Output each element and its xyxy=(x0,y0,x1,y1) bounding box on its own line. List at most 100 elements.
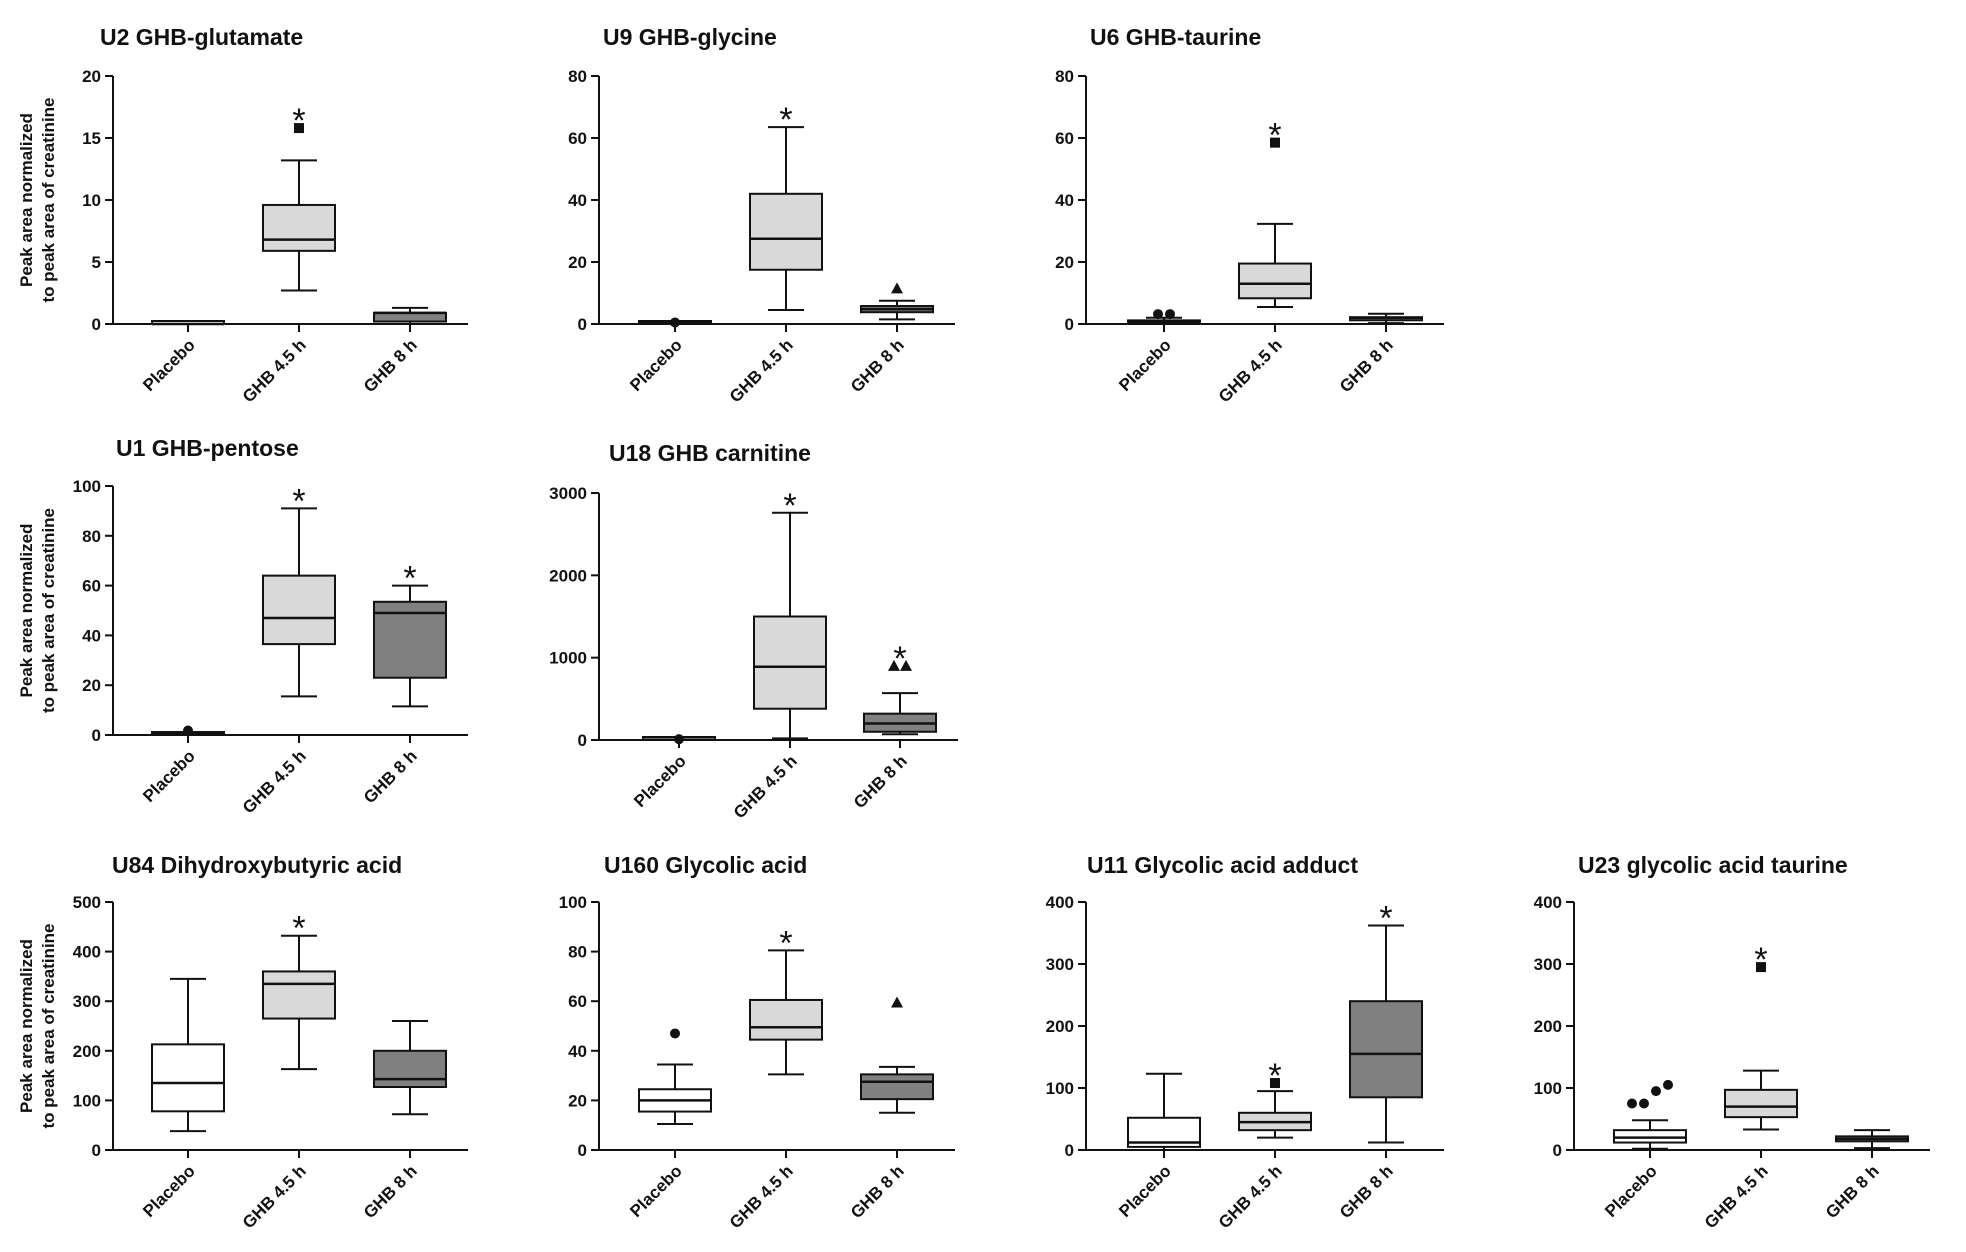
y-tick-label: 0 xyxy=(1553,1141,1562,1160)
panel-title: U84 Dihydroxybutyric acid xyxy=(112,852,402,878)
y-tick-label: 400 xyxy=(1046,893,1074,912)
x-category-label: GHB 4.5 h xyxy=(1701,1161,1772,1232)
panel-title: U9 GHB-glycine xyxy=(603,24,777,50)
x-category-label: GHB 4.5 h xyxy=(730,751,801,822)
x-category-label: GHB 4.5 h xyxy=(239,746,310,817)
outlier-point xyxy=(1153,309,1163,320)
x-category-label: GHB 4.5 h xyxy=(239,1161,310,1232)
panel-title: U160 Glycolic acid xyxy=(604,852,807,878)
y-tick-label: 100 xyxy=(73,1091,101,1110)
x-category-label: Placebo xyxy=(626,1161,686,1221)
panel-title: U2 GHB-glutamate xyxy=(100,24,303,50)
chart-panel: U9 GHB-glycine 0 20 40 60 80 Placebo GHB 4.5 h *… xyxy=(568,24,955,406)
significance-star: * xyxy=(292,102,305,140)
outlier-point xyxy=(1756,962,1766,973)
outlier-point xyxy=(1639,1098,1649,1109)
y-tick-label: 60 xyxy=(82,577,101,596)
x-category-label: GHB 4.5 h xyxy=(726,335,797,406)
y-tick-label: 200 xyxy=(73,1042,101,1061)
box-iqr xyxy=(860,1073,934,1101)
y-tick-label: 2000 xyxy=(549,566,587,585)
y-tick-label: 60 xyxy=(568,129,587,148)
x-category-label: GHB 4.5 h xyxy=(239,335,310,406)
chart-panel: U11 Glycolic acid adduct 0 100 200 300 400 Pla… xyxy=(1046,852,1444,1232)
box-iqr xyxy=(753,615,827,710)
outlier-point xyxy=(1270,137,1280,148)
x-category-label: Placebo xyxy=(139,335,199,395)
box-iqr xyxy=(1724,1088,1798,1119)
x-category-label: Placebo xyxy=(1115,335,1175,395)
y-axis-label: Peak area normalized to peak area of crea… xyxy=(17,923,58,1128)
x-category-label: Placebo xyxy=(630,751,690,811)
outlier-point xyxy=(294,123,304,134)
box-iqr xyxy=(373,311,447,323)
y-tick-label: 0 xyxy=(578,731,587,750)
y-axis-label-line1: Peak area normalized xyxy=(17,113,36,287)
box-iqr xyxy=(749,998,823,1041)
chart-panel: U2 GHB-glutamate Peak area normalized to p… xyxy=(17,24,468,406)
outlier-point xyxy=(1663,1079,1673,1090)
y-axis-label-line2: to peak area of creatinine xyxy=(39,923,58,1128)
significance-star: * xyxy=(779,101,792,139)
significance-star: * xyxy=(292,910,305,948)
y-tick-label: 100 xyxy=(1534,1079,1562,1098)
box-iqr xyxy=(373,1049,447,1089)
y-tick-label: 1000 xyxy=(549,649,587,668)
outlier-point xyxy=(888,659,900,671)
y-tick-label: 80 xyxy=(1055,67,1074,86)
chart-panel: U160 Glycolic acid 0 20 40 60 80 100 Placebo GHB… xyxy=(559,852,955,1232)
y-tick-label: 3000 xyxy=(549,484,587,503)
panel-title: U11 Glycolic acid adduct xyxy=(1087,852,1358,878)
chart-panel: U84 Dihydroxybutyric acid Peak area norma… xyxy=(17,852,468,1232)
chart-panel: U1 GHB-pentose Peak area normalized to pea… xyxy=(17,435,468,817)
significance-star: * xyxy=(1754,941,1767,979)
box-iqr xyxy=(749,192,823,271)
outlier-point xyxy=(670,317,680,328)
panel-title: U1 GHB-pentose xyxy=(116,435,299,461)
outlier-point xyxy=(1627,1098,1637,1109)
y-axis-label-line2: to peak area of creatinine xyxy=(39,97,58,302)
y-tick-label: 0 xyxy=(578,315,587,334)
y-tick-label: 80 xyxy=(568,943,587,962)
x-category-label: Placebo xyxy=(1115,1161,1175,1221)
box-iqr xyxy=(151,1043,225,1113)
y-tick-label: 40 xyxy=(82,626,101,645)
significance-star: * xyxy=(403,560,416,598)
outlier-point xyxy=(1651,1086,1661,1097)
box-iqr xyxy=(262,203,336,252)
outlier-point xyxy=(1165,309,1175,320)
y-axis-label-line1: Peak area normalized xyxy=(17,524,36,698)
x-category-label: GHB 8 h xyxy=(850,751,911,812)
y-tick-label: 200 xyxy=(1534,1017,1562,1036)
y-tick-label: 400 xyxy=(73,943,101,962)
y-tick-label: 400 xyxy=(1534,893,1562,912)
y-axis-label: Peak area normalized to peak area of crea… xyxy=(17,508,58,713)
x-category-label: GHB 4.5 h xyxy=(726,1161,797,1232)
y-axis-label-line1: Peak area normalized xyxy=(17,939,36,1113)
y-tick-label: 5 xyxy=(92,253,101,272)
x-category-label: GHB 8 h xyxy=(847,335,908,396)
x-category-label: GHB 8 h xyxy=(360,746,421,807)
y-tick-label: 15 xyxy=(82,129,101,148)
outlier-point xyxy=(891,282,903,294)
outlier-point xyxy=(900,659,912,671)
chart-panel: U18 GHB carnitine 0 1000 2000 3000 Placebo GHB… xyxy=(549,440,958,822)
chart-panel: U23 glycolic acid taurine 0 100 200 300 400 Pl… xyxy=(1534,852,1930,1232)
y-tick-label: 20 xyxy=(1055,253,1074,272)
y-tick-label: 200 xyxy=(1046,1017,1074,1036)
x-category-label: Placebo xyxy=(139,746,199,806)
y-tick-label: 60 xyxy=(1055,129,1074,148)
y-tick-label: 0 xyxy=(92,1141,101,1160)
y-tick-label: 500 xyxy=(73,893,101,912)
x-category-label: GHB 8 h xyxy=(360,1161,421,1222)
box-iqr xyxy=(1349,1000,1423,1099)
outlier-point xyxy=(674,734,684,745)
y-tick-label: 40 xyxy=(1055,191,1074,210)
y-tick-label: 0 xyxy=(1065,1141,1074,1160)
significance-star: * xyxy=(1268,117,1281,155)
y-tick-label: 40 xyxy=(568,1042,587,1061)
panel-title: U6 GHB-taurine xyxy=(1090,24,1261,50)
significance-star: * xyxy=(1268,1057,1281,1095)
outlier-point xyxy=(1270,1078,1280,1089)
